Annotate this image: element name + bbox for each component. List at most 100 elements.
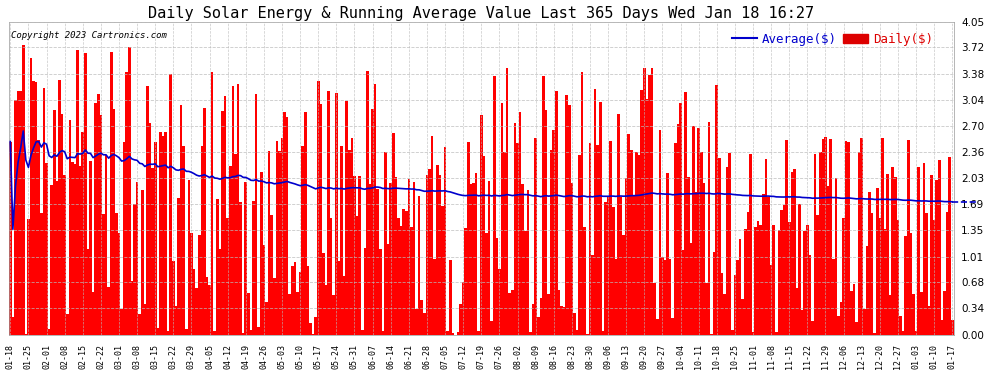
Bar (928, 306, 931, 335)
Bar (661, 257, 663, 335)
Bar (219, 249, 221, 335)
Bar (602, 331, 604, 335)
Bar (71, 162, 73, 335)
Bar (434, 259, 436, 335)
Bar (830, 139, 832, 335)
Bar (630, 150, 633, 335)
Bar (918, 167, 920, 335)
Bar (248, 293, 249, 335)
Bar (384, 152, 387, 335)
Bar (147, 86, 148, 335)
Bar (260, 172, 262, 335)
Bar (540, 298, 543, 335)
Bar (294, 262, 296, 335)
Bar (335, 93, 338, 335)
Bar (73, 164, 76, 335)
Bar (503, 152, 506, 335)
Bar (94, 103, 97, 335)
Bar (801, 310, 804, 335)
Bar (475, 173, 477, 335)
Bar (66, 314, 68, 335)
Bar (742, 299, 743, 335)
Bar (506, 68, 509, 335)
Bar (490, 321, 493, 335)
Bar (472, 183, 475, 335)
Bar (596, 145, 599, 335)
Bar (174, 306, 177, 335)
Bar (568, 105, 570, 335)
Bar (804, 231, 806, 335)
Bar (610, 141, 612, 335)
Bar (767, 196, 770, 335)
Bar (55, 181, 58, 335)
Bar (576, 330, 578, 335)
Bar (410, 227, 413, 335)
Bar (519, 112, 522, 335)
Bar (275, 141, 278, 335)
Bar (156, 328, 159, 335)
Bar (641, 90, 644, 335)
Bar (560, 306, 562, 335)
Bar (690, 243, 692, 335)
Bar (721, 273, 724, 335)
Bar (190, 233, 193, 335)
Bar (172, 261, 174, 335)
Bar (283, 112, 286, 335)
Bar (123, 142, 126, 335)
Bar (581, 72, 583, 335)
Bar (322, 253, 325, 335)
Bar (148, 123, 151, 335)
Bar (897, 220, 899, 335)
Bar (374, 84, 376, 335)
Bar (296, 292, 299, 335)
Bar (252, 201, 254, 335)
Bar (948, 157, 951, 335)
Bar (842, 217, 844, 335)
Bar (910, 232, 912, 335)
Bar (392, 133, 395, 335)
Bar (107, 287, 110, 335)
Bar (237, 84, 240, 335)
Bar (708, 122, 710, 335)
Bar (429, 169, 431, 335)
Bar (705, 283, 708, 335)
Bar (599, 102, 602, 335)
Bar (855, 322, 857, 335)
Bar (301, 146, 304, 335)
Bar (58, 80, 60, 335)
Bar (379, 249, 382, 335)
Bar (224, 96, 227, 335)
Bar (245, 182, 248, 335)
Bar (847, 142, 850, 335)
Bar (894, 177, 897, 335)
Bar (899, 316, 902, 335)
Bar (307, 266, 309, 335)
Bar (509, 293, 511, 335)
Bar (464, 228, 467, 335)
Bar (770, 264, 772, 335)
Bar (240, 202, 242, 335)
Bar (353, 176, 355, 335)
Bar (666, 172, 669, 335)
Bar (291, 266, 294, 335)
Bar (679, 103, 682, 335)
Bar (328, 91, 330, 335)
Bar (838, 316, 840, 335)
Bar (798, 204, 801, 335)
Bar (153, 142, 156, 335)
Bar (232, 86, 235, 335)
Bar (682, 251, 684, 335)
Bar (436, 165, 439, 335)
Bar (48, 329, 50, 335)
Bar (211, 72, 214, 335)
Bar (951, 320, 953, 335)
Bar (785, 140, 788, 335)
Bar (669, 259, 671, 335)
Bar (788, 222, 791, 335)
Bar (206, 276, 208, 335)
Bar (644, 68, 645, 335)
Bar (713, 252, 716, 335)
Bar (940, 320, 943, 335)
Bar (791, 172, 793, 335)
Bar (53, 110, 55, 335)
